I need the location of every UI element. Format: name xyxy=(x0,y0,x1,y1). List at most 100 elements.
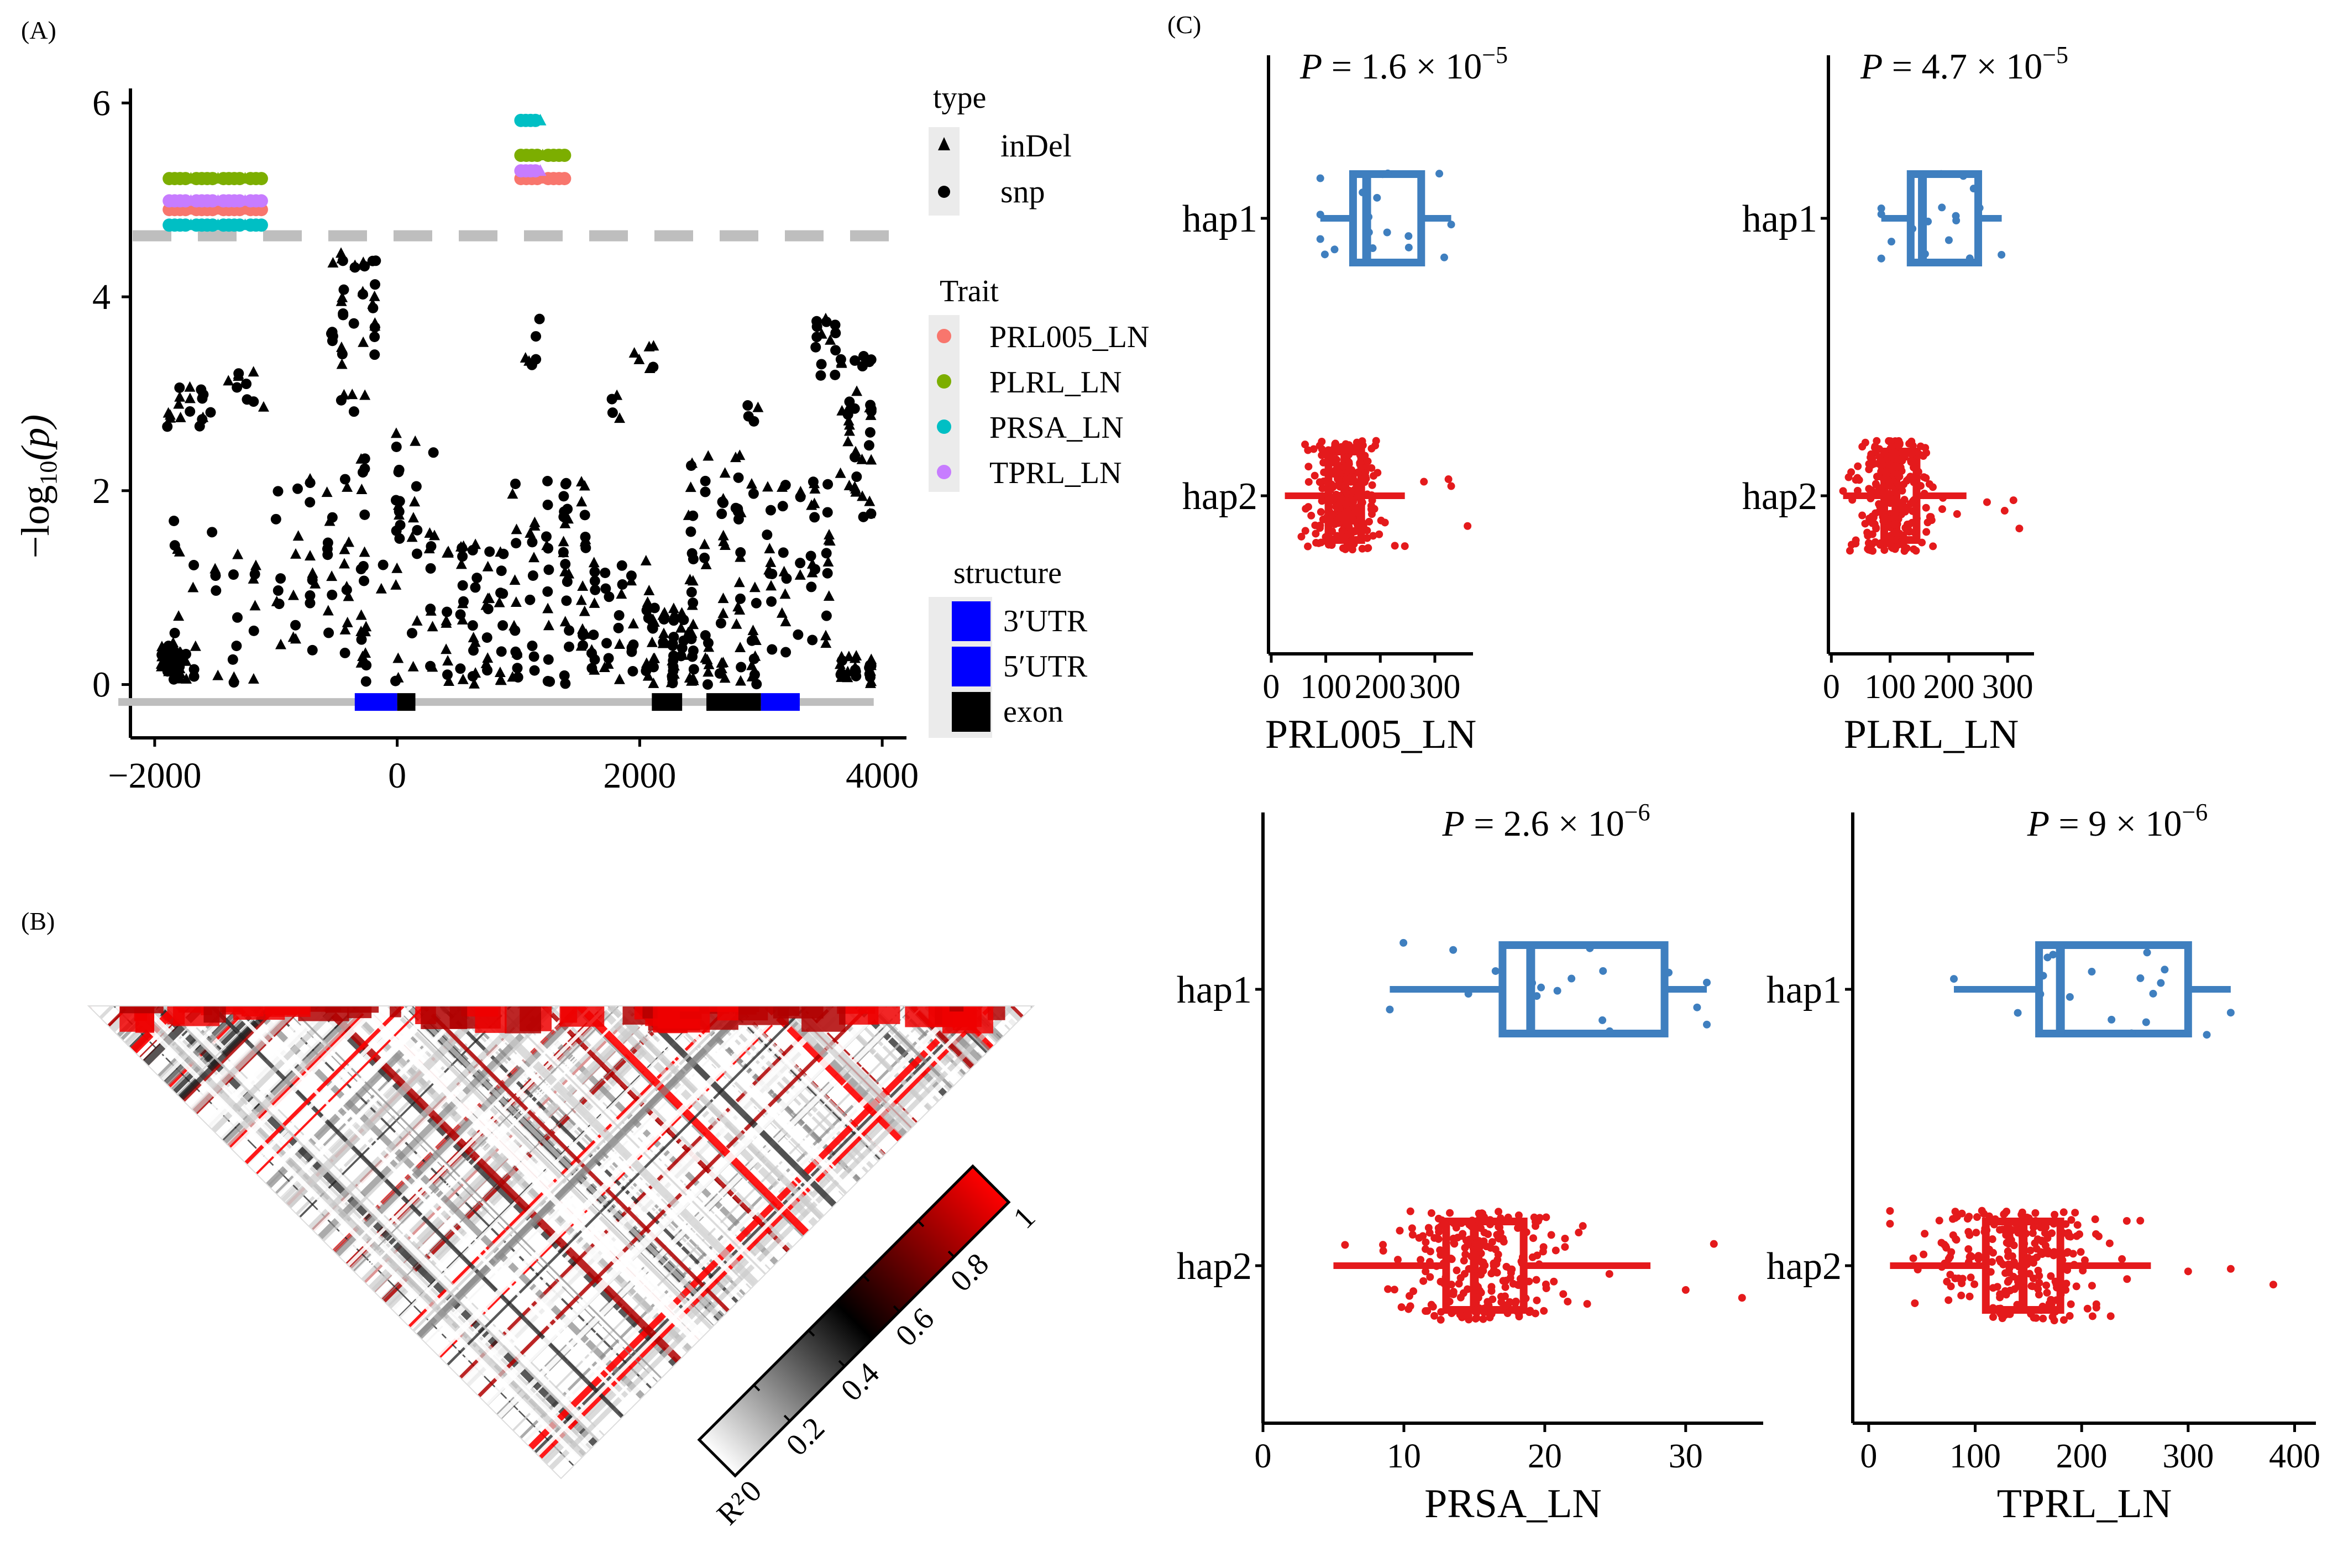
jitter-point-hap1 xyxy=(1537,983,1545,992)
box-hap1 xyxy=(1498,941,1669,1037)
snp-point xyxy=(457,551,468,562)
jitter-point-hap2 xyxy=(1372,437,1380,445)
snp-point xyxy=(700,486,711,497)
jitter-point-hap2 xyxy=(1964,1228,1973,1236)
indel-point xyxy=(407,512,419,523)
indel-point xyxy=(336,358,348,369)
ld-block xyxy=(390,1006,401,1018)
jitter-point-hap2 xyxy=(1358,475,1366,484)
jitter-point-hap2 xyxy=(1456,1310,1464,1319)
snp-point xyxy=(778,547,789,558)
jitter-point-hap1 xyxy=(1435,170,1444,178)
jitter-point-hap2 xyxy=(1340,534,1348,542)
snp-point xyxy=(305,597,316,609)
indel-point xyxy=(864,495,876,506)
jitter-point-hap2 xyxy=(1408,1231,1417,1239)
snp-point xyxy=(735,593,746,604)
indel-point xyxy=(659,606,670,617)
snp-point xyxy=(337,255,348,266)
snp-point xyxy=(780,647,792,658)
jitter-point-hap2 xyxy=(2004,1252,2012,1261)
jitter-point-hap2 xyxy=(1996,1304,2005,1313)
ld-block xyxy=(203,1006,226,1023)
boxplot-prl005: P = 1.6 × 10−5 0 100 200 300 PRL005_LN hap1 hap… xyxy=(1182,41,1508,757)
snp-point xyxy=(851,471,862,483)
indel-point xyxy=(866,454,877,465)
snp-point xyxy=(542,476,553,487)
jitter-point-hap2 xyxy=(1514,1211,1523,1219)
jitter-point-hap2 xyxy=(1318,451,1326,459)
indel-point xyxy=(822,555,834,567)
sig-indel-prsa_ln xyxy=(534,113,547,125)
jitter-point-hap2 xyxy=(1408,1224,1416,1233)
jitter-point-hap2 xyxy=(1318,445,1326,453)
jitter-point-hap2 xyxy=(1304,478,1313,486)
indel-point xyxy=(326,570,338,581)
indel-point xyxy=(441,617,452,628)
jitter-point-hap1 xyxy=(1365,228,1373,237)
jitter-point-hap2 xyxy=(2034,1285,2042,1293)
jitter-point-hap2 xyxy=(1839,487,1847,495)
jitter-point-hap2 xyxy=(1449,1234,1458,1242)
indel-point xyxy=(409,496,421,507)
jitter-point-hap2 xyxy=(1330,536,1338,544)
jitter-point-hap2 xyxy=(1522,1278,1530,1286)
jitter-point-hap2 xyxy=(1964,1245,1973,1253)
indel-point xyxy=(407,660,419,672)
jitter-point-hap2 xyxy=(1318,497,1326,505)
indel-point xyxy=(357,286,369,297)
jitter-point-hap2 xyxy=(1542,1213,1550,1221)
snp-point xyxy=(658,637,669,648)
indel-point xyxy=(358,336,369,347)
jitter-point-hap2 xyxy=(2014,1282,2022,1290)
jitter-point-hap2 xyxy=(1336,513,1345,522)
jitter-point-hap2 xyxy=(1452,1224,1460,1232)
jitter-point-hap2 xyxy=(1533,1296,1541,1304)
indel-point xyxy=(716,657,727,668)
snp-point xyxy=(307,644,318,655)
snp-point xyxy=(497,620,509,631)
indel-point xyxy=(746,670,758,681)
jitter-point-hap2 xyxy=(1354,508,1362,516)
jitter-point-hap2 xyxy=(2023,1213,2031,1221)
snp-point xyxy=(614,610,625,621)
indel-point xyxy=(190,640,201,651)
indel-point xyxy=(843,425,855,436)
ld-block xyxy=(421,1006,468,1029)
jitter-point-hap1 xyxy=(2161,966,2169,974)
jitter-point-hap2 xyxy=(1896,463,1905,471)
jitter-point-hap2 xyxy=(1890,454,1898,463)
snp-point xyxy=(688,510,699,521)
jitter-point-hap2 xyxy=(1317,538,1325,547)
jitter-point-hap2 xyxy=(1922,528,1931,536)
snp-point xyxy=(751,679,762,690)
snp-point xyxy=(270,513,281,525)
ld-line xyxy=(88,1006,153,1478)
jitter-point-hap1 xyxy=(2108,1015,2116,1024)
snp-point xyxy=(228,677,239,688)
jitter-point-hap2 xyxy=(1914,1266,1922,1274)
ld-block xyxy=(264,1006,310,1015)
jitter-point-hap1 xyxy=(2143,948,2151,957)
jitter-point-hap2 xyxy=(1880,546,1889,554)
indel-point xyxy=(470,667,481,678)
jitter-point-hap2 xyxy=(1503,1309,1512,1317)
outlier-point-hap2 xyxy=(2184,1267,2192,1276)
jitter-point-hap2 xyxy=(1334,462,1342,470)
panel-label-a: (A) xyxy=(21,16,56,44)
indel-point xyxy=(843,651,855,662)
jitter-point-hap2 xyxy=(1877,539,1885,547)
snp-point xyxy=(822,568,833,579)
indel-point xyxy=(168,669,180,680)
outlier-point-hap2 xyxy=(1447,482,1455,490)
jitter-point-hap2 xyxy=(1346,540,1354,548)
jitter-point-hap2 xyxy=(1472,1299,1480,1307)
x-tick-label: 0 xyxy=(388,756,406,796)
y-tick-label: 6 xyxy=(92,83,111,123)
indel-point xyxy=(752,401,764,412)
indel-point xyxy=(700,652,711,663)
jitter-point-hap2 xyxy=(1417,1256,1425,1264)
jitter-point-hap2 xyxy=(1396,1226,1404,1235)
jitter-point-hap2 xyxy=(1533,1251,1542,1260)
indel-point xyxy=(232,548,244,559)
